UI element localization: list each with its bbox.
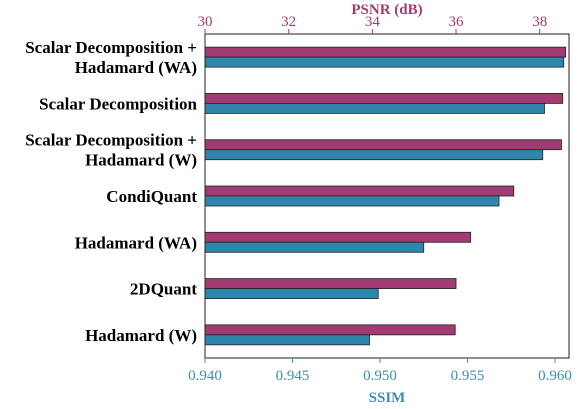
bottom-tick-label: 0.940 — [188, 368, 222, 384]
bottom-tick-label: 0.955 — [451, 368, 485, 384]
top-tick-label: 30 — [198, 14, 213, 30]
ssim-bar — [204, 288, 379, 299]
category-label: CondiQuant — [106, 187, 197, 206]
psnr-bar — [204, 324, 456, 336]
top-tick-label: 38 — [532, 14, 547, 30]
psnr-bar — [204, 139, 562, 151]
psnr-bar — [204, 93, 564, 104]
plot-area: Scalar Decomposition +Hadamard (WA)Scala… — [25, 2, 572, 406]
category-label: 2DQuant — [130, 280, 197, 299]
psnr-bar — [204, 185, 515, 197]
category-label: Hadamard (W) — [85, 151, 197, 170]
category-label: Hadamard (WA) — [75, 58, 197, 77]
ssim-bar — [204, 241, 425, 253]
bottom-axis-title: SSIM — [369, 390, 406, 406]
ssim-bar — [204, 103, 545, 114]
bottom-tick-label: 0.945 — [276, 368, 310, 384]
category-label: Scalar Decomposition + — [25, 38, 197, 57]
top-tick-label: 36 — [449, 14, 465, 30]
psnr-bar — [204, 46, 567, 58]
category-label: Hadamard (W) — [85, 326, 197, 345]
bottom-tick-label: 0.950 — [363, 368, 397, 384]
ssim-bar — [204, 56, 565, 68]
ssim-bar — [204, 195, 500, 207]
top-tick-label: 32 — [281, 14, 296, 30]
top-axis-title: PSNR (dB) — [351, 2, 422, 18]
category-label: Scalar Decomposition + — [25, 131, 197, 150]
ssim-bar — [204, 334, 370, 346]
plot-frame — [204, 33, 570, 359]
psnr-bar — [204, 278, 457, 289]
ssim-bar — [204, 149, 544, 161]
top-tick-label: 34 — [365, 14, 381, 30]
category-label: Scalar Decomposition — [39, 94, 197, 113]
bottom-tick-label: 0.960 — [538, 368, 572, 384]
category-label: Hadamard (WA) — [75, 233, 197, 252]
psnr-bar — [204, 231, 472, 243]
